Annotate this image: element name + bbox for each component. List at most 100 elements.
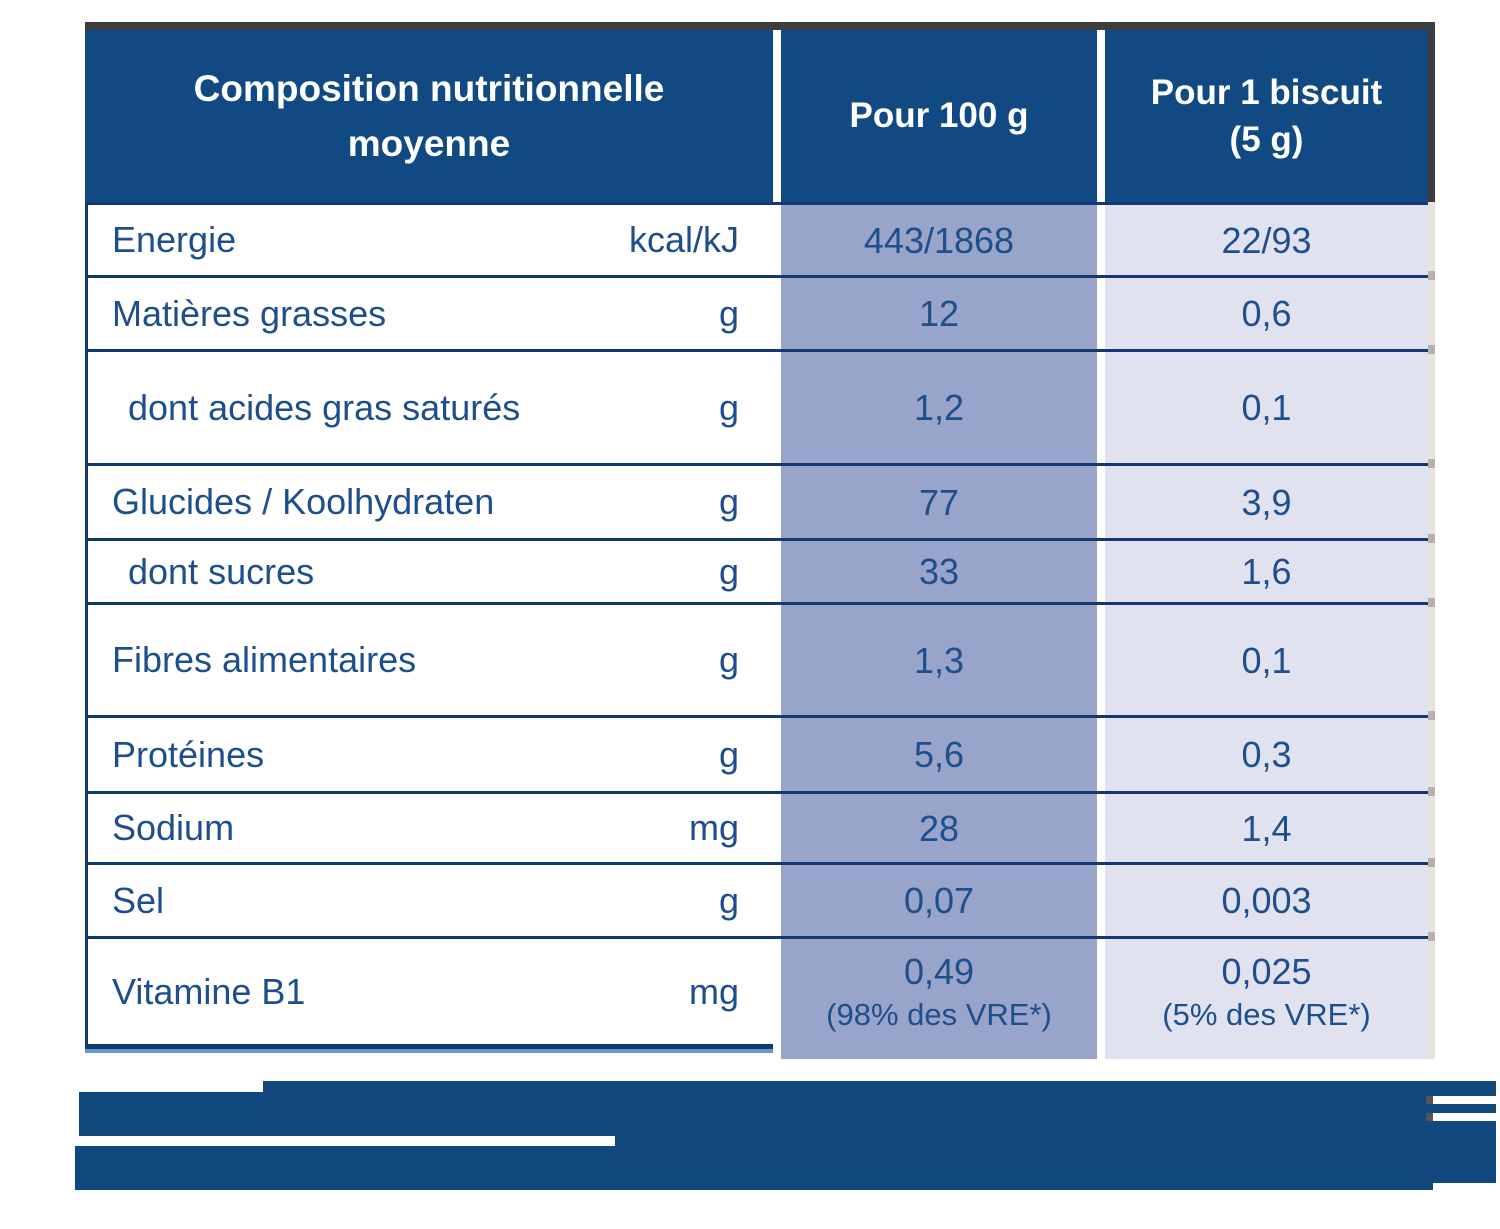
column-gutter — [1097, 939, 1105, 1044]
right-edge-shadow-body — [1428, 202, 1435, 1059]
row-divider-tick — [1428, 459, 1435, 468]
value-per-biscuit: 0,3 — [1105, 718, 1428, 791]
footnote-redacted-bar — [263, 1081, 615, 1136]
table-header-row: Composition nutritionnelle moyenne Pour … — [85, 30, 1428, 202]
col-100g-tail — [781, 1044, 1097, 1059]
value-per-biscuit: 1,6 — [1105, 541, 1428, 602]
nutrient-unit: g — [718, 879, 739, 921]
column-gutter — [1097, 466, 1105, 538]
row-divider-tick — [1428, 598, 1435, 607]
footnote-redacted-bar — [615, 1081, 1433, 1190]
nutrient-unit: g — [718, 386, 739, 428]
header-cell-per-100g: Pour 100 g — [781, 30, 1097, 202]
table-row: Fibres alimentaires g 1,3 0,1 — [88, 602, 1428, 715]
column-gutter — [773, 605, 781, 715]
value: 0,003 — [1221, 880, 1312, 921]
value-per-biscuit: 0,003 — [1105, 865, 1428, 936]
table-row: Sel g 0,07 0,003 — [88, 862, 1428, 936]
footnote-redacted-bar — [1433, 1081, 1496, 1096]
column-gutter — [1097, 205, 1105, 275]
row-label-cell: Energie kcal/kJ — [88, 205, 773, 275]
footnote-redacted-bar — [1433, 1121, 1496, 1183]
value-per-biscuit: 22/93 — [1105, 205, 1428, 275]
column-gutter — [1097, 541, 1105, 602]
row-label-cell: dont acides gras saturés g — [88, 352, 773, 463]
header-cell-per-biscuit: Pour 1 biscuit (5 g) — [1105, 30, 1428, 202]
value: 0,07 — [903, 880, 975, 921]
column-gutter — [773, 865, 781, 936]
table-row: Protéines g 5,6 0,3 — [88, 715, 1428, 791]
footnote-shadow-tick — [1426, 1113, 1433, 1121]
footnote-redacted-bar — [1433, 1104, 1496, 1113]
value: 1,4 — [1241, 807, 1292, 849]
footnote-shadow-tick — [1426, 1096, 1433, 1104]
table-row: Vitamine B1 mg 0,49 (98% des VRE*) 0,025 (5% … — [88, 936, 1428, 1044]
table-row: Matières grasses g 12 0,6 — [88, 275, 1428, 349]
nutrient-label: Fibres alimentaires — [112, 639, 417, 680]
column-gutter — [1097, 865, 1105, 936]
value-per-100g: 1,2 — [781, 352, 1097, 463]
top-edge-shadow — [85, 22, 1435, 30]
value-per-100g: 12 — [781, 278, 1097, 349]
value: 1,3 — [913, 639, 965, 681]
column-gutter — [1097, 605, 1105, 715]
table-bottom-strip — [85, 1049, 773, 1053]
value-per-100g: 1,3 — [781, 605, 1097, 715]
value-note: (98% des VRE*) — [826, 996, 1052, 1032]
row-label-cell: dont sucres g — [88, 541, 773, 602]
value: 0,3 — [1241, 734, 1292, 775]
value: 3,9 — [1241, 481, 1292, 523]
row-divider-tick — [1428, 858, 1435, 867]
table-row: Sodium mg 28 1,4 — [88, 791, 1428, 862]
value: 33 — [918, 551, 960, 592]
table-row: dont acides gras saturés g 1,2 0,1 — [88, 349, 1428, 463]
composition-title: Composition nutritionnelle moyenne — [193, 67, 665, 165]
value: 0,49 — [903, 950, 975, 992]
value: 1,6 — [1241, 551, 1292, 592]
value-per-100g: 5,6 — [781, 718, 1097, 791]
nutrient-label: Vitamine B1 — [112, 970, 306, 1012]
nutrient-unit: g — [718, 639, 739, 680]
nutrient-label: Energie — [112, 219, 237, 260]
value: 0,6 — [1241, 293, 1292, 334]
row-label-cell: Protéines g — [88, 718, 773, 791]
row-divider-tick — [1428, 345, 1435, 354]
nutrient-label: Protéines — [112, 733, 265, 775]
value-per-biscuit: 0,1 — [1105, 605, 1428, 715]
row-divider-tick — [1428, 711, 1435, 720]
value-per-biscuit: 0,1 — [1105, 352, 1428, 463]
column-gutter — [773, 718, 781, 791]
value: 22/93 — [1221, 219, 1312, 261]
column-gutter — [773, 30, 781, 202]
table-body: Energie kcal/kJ 443/1868 22/93 Matières gras… — [85, 202, 1428, 1044]
nutrient-unit: g — [718, 481, 739, 522]
row-label-cell: Vitamine B1 mg — [88, 939, 773, 1044]
column-gutter — [773, 466, 781, 538]
row-label-cell: Sel g — [88, 865, 773, 936]
column-gutter — [1097, 278, 1105, 349]
nutrient-unit: g — [718, 292, 739, 334]
column-gutter — [1097, 718, 1105, 791]
value-per-100g: 0,49 (98% des VRE*) — [781, 939, 1097, 1044]
nutrient-unit: g — [718, 550, 739, 592]
value: 1,2 — [913, 387, 965, 428]
value: 0,1 — [1241, 387, 1292, 428]
value: 77 — [918, 481, 960, 523]
value-per-100g: 33 — [781, 541, 1097, 602]
nutrient-label: Sodium — [112, 807, 235, 848]
nutrient-unit: g — [718, 733, 739, 775]
nutrient-label: Sel — [112, 879, 165, 921]
col-biscuit-tail — [1105, 1044, 1428, 1059]
value-per-biscuit: 0,025 (5% des VRE*) — [1105, 939, 1428, 1044]
row-label-cell: Sodium mg — [88, 794, 773, 862]
header-cell-composition: Composition nutritionnelle moyenne — [85, 30, 773, 202]
nutrient-unit: kcal/kJ — [628, 219, 739, 260]
column-gutter — [1097, 30, 1105, 202]
value: 28 — [918, 807, 960, 849]
value: 12 — [918, 293, 960, 334]
table-row: dont sucres g 33 1,6 — [88, 538, 1428, 602]
nutrient-label: dont acides gras saturés — [128, 386, 521, 428]
table-bottom-border — [85, 1044, 773, 1049]
value: 0,025 — [1221, 950, 1312, 992]
table-row: Glucides / Koolhydraten g 77 3,9 — [88, 463, 1428, 538]
